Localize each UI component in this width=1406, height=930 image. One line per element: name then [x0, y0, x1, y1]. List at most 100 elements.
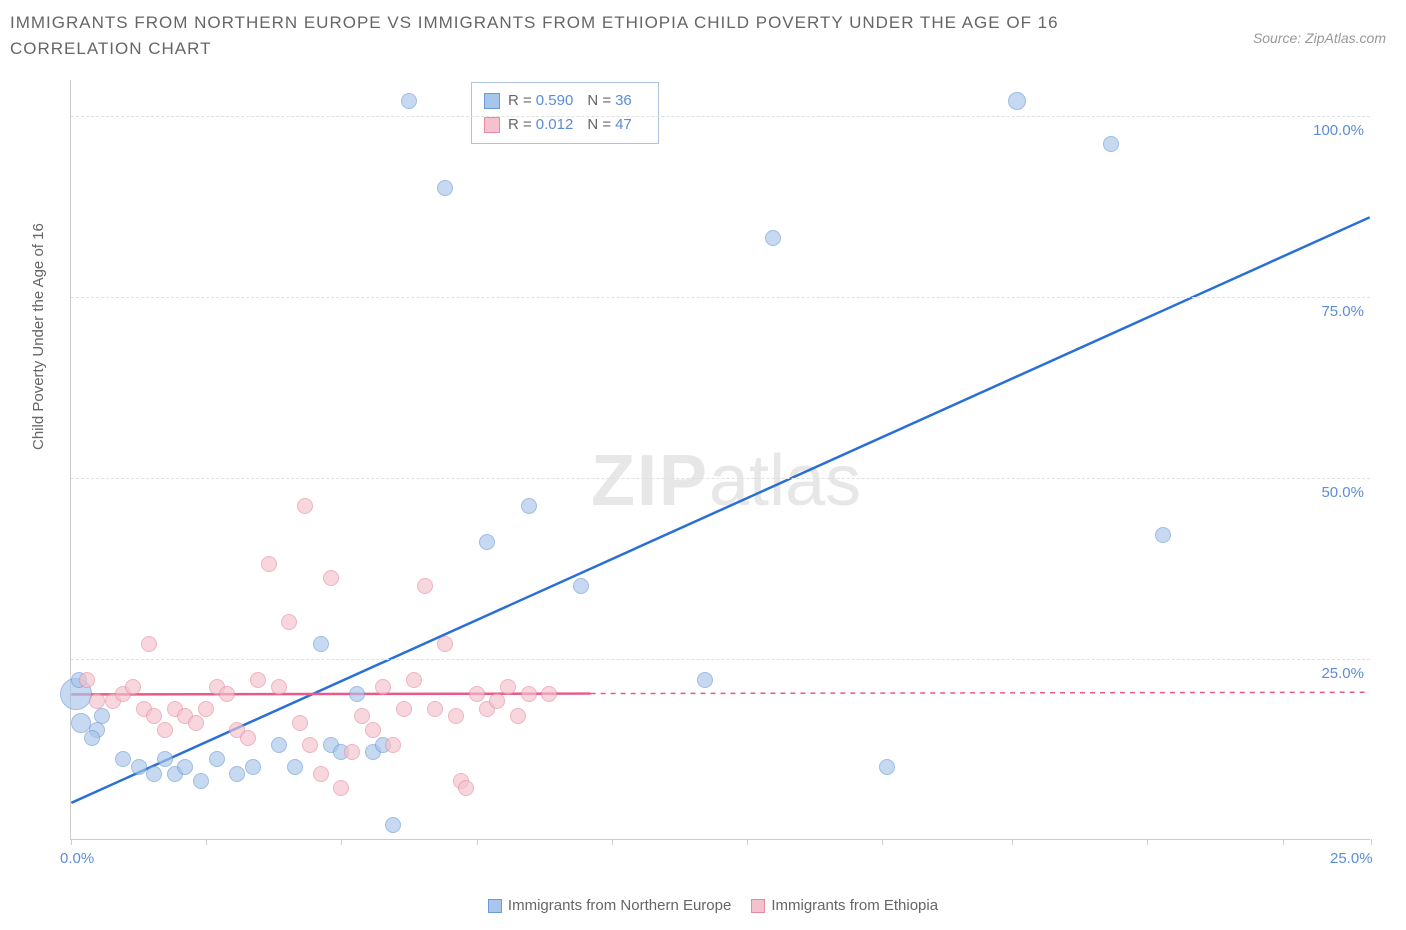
scatter-point-ethiopia[interactable] [541, 686, 557, 702]
stat-label-r: R = [508, 116, 532, 133]
x-tick-label-end: 25.0% [1330, 850, 1373, 867]
scatter-point-ethiopia[interactable] [396, 701, 412, 717]
scatter-point-ethiopia[interactable] [417, 578, 433, 594]
scatter-point-ethiopia[interactable] [146, 708, 162, 724]
legend-swatch-icon [488, 899, 502, 913]
scatter-point-northern-europe[interactable] [193, 773, 209, 789]
source-attribution: Source: ZipAtlas.com [1253, 30, 1386, 46]
scatter-point-northern-europe[interactable] [401, 93, 417, 109]
trend-lines-layer [71, 80, 1370, 839]
scatter-point-northern-europe[interactable] [271, 737, 287, 753]
x-tick [612, 839, 613, 845]
scatter-point-northern-europe[interactable] [146, 766, 162, 782]
x-tick [341, 839, 342, 845]
scatter-point-ethiopia[interactable] [489, 693, 505, 709]
scatter-point-northern-europe[interactable] [385, 817, 401, 833]
scatter-point-ethiopia[interactable] [406, 672, 422, 688]
scatter-point-ethiopia[interactable] [188, 715, 204, 731]
gridline [71, 116, 1370, 117]
trendline-northern-europe [71, 217, 1369, 803]
x-tick [477, 839, 478, 845]
scatter-point-ethiopia[interactable] [79, 672, 95, 688]
scatter-point-ethiopia[interactable] [89, 693, 105, 709]
scatter-point-ethiopia[interactable] [297, 498, 313, 514]
plot-area: ZIPatlas R =0.590N =36R =0.012N =47 25.0… [70, 80, 1370, 840]
scatter-point-northern-europe[interactable] [94, 708, 110, 724]
scatter-point-ethiopia[interactable] [219, 686, 235, 702]
scatter-point-ethiopia[interactable] [437, 636, 453, 652]
scatter-point-northern-europe[interactable] [1008, 92, 1026, 110]
legend-label-northern-europe: Immigrants from Northern Europe [508, 897, 731, 914]
y-tick-label: 25.0% [1321, 665, 1364, 682]
scatter-point-northern-europe[interactable] [84, 730, 100, 746]
trendline-ethiopia-dashed [591, 692, 1370, 693]
x-tick [1283, 839, 1284, 845]
scatter-point-ethiopia[interactable] [141, 636, 157, 652]
chart-container: IMMIGRANTS FROM NORTHERN EUROPE VS IMMIG… [10, 10, 1396, 920]
stats-row-northern-europe: R =0.590 N =36 [484, 89, 646, 113]
stat-label-n: N = [587, 92, 611, 109]
legend-label-ethiopia: Immigrants from Ethiopia [771, 897, 938, 914]
scatter-point-ethiopia[interactable] [198, 701, 214, 717]
gridline [71, 659, 1370, 660]
scatter-point-ethiopia[interactable] [448, 708, 464, 724]
scatter-point-ethiopia[interactable] [240, 730, 256, 746]
scatter-point-northern-europe[interactable] [349, 686, 365, 702]
x-tick [747, 839, 748, 845]
scatter-point-ethiopia[interactable] [261, 556, 277, 572]
scatter-point-northern-europe[interactable] [245, 759, 261, 775]
scatter-point-ethiopia[interactable] [333, 780, 349, 796]
scatter-point-northern-europe[interactable] [437, 180, 453, 196]
stat-label-r: R = [508, 92, 532, 109]
legend-swatch-icon [484, 117, 500, 133]
gridline [71, 478, 1370, 479]
scatter-point-northern-europe[interactable] [765, 230, 781, 246]
scatter-point-ethiopia[interactable] [250, 672, 266, 688]
legend-swatch-icon [484, 93, 500, 109]
scatter-point-northern-europe[interactable] [879, 759, 895, 775]
scatter-point-northern-europe[interactable] [157, 751, 173, 767]
scatter-point-northern-europe[interactable] [697, 672, 713, 688]
stat-value-r: 0.590 [536, 92, 574, 109]
scatter-point-ethiopia[interactable] [313, 766, 329, 782]
scatter-point-northern-europe[interactable] [573, 578, 589, 594]
scatter-point-ethiopia[interactable] [354, 708, 370, 724]
scatter-point-ethiopia[interactable] [427, 701, 443, 717]
scatter-point-ethiopia[interactable] [458, 780, 474, 796]
scatter-point-ethiopia[interactable] [271, 679, 287, 695]
watermark: ZIPatlas [591, 440, 861, 522]
gridline [71, 297, 1370, 298]
scatter-point-northern-europe[interactable] [479, 534, 495, 550]
scatter-point-northern-europe[interactable] [177, 759, 193, 775]
watermark-bold: ZIP [591, 441, 709, 521]
scatter-point-ethiopia[interactable] [344, 744, 360, 760]
x-tick-label-start: 0.0% [60, 850, 94, 867]
scatter-point-ethiopia[interactable] [385, 737, 401, 753]
scatter-point-ethiopia[interactable] [157, 722, 173, 738]
scatter-point-ethiopia[interactable] [292, 715, 308, 731]
scatter-point-ethiopia[interactable] [500, 679, 516, 695]
x-tick [882, 839, 883, 845]
y-axis-label: Child Poverty Under the Age of 16 [30, 223, 47, 450]
scatter-point-ethiopia[interactable] [281, 614, 297, 630]
scatter-point-northern-europe[interactable] [1103, 136, 1119, 152]
scatter-point-ethiopia[interactable] [521, 686, 537, 702]
scatter-point-northern-europe[interactable] [209, 751, 225, 767]
scatter-point-northern-europe[interactable] [115, 751, 131, 767]
x-tick [1012, 839, 1013, 845]
scatter-point-ethiopia[interactable] [469, 686, 485, 702]
scatter-point-ethiopia[interactable] [365, 722, 381, 738]
stat-value-n: 36 [615, 92, 632, 109]
scatter-point-northern-europe[interactable] [131, 759, 147, 775]
scatter-point-ethiopia[interactable] [375, 679, 391, 695]
scatter-point-ethiopia[interactable] [302, 737, 318, 753]
scatter-point-northern-europe[interactable] [1155, 527, 1171, 543]
stat-value-n: 47 [615, 116, 632, 133]
scatter-point-northern-europe[interactable] [229, 766, 245, 782]
scatter-point-ethiopia[interactable] [125, 679, 141, 695]
scatter-point-ethiopia[interactable] [510, 708, 526, 724]
scatter-point-northern-europe[interactable] [313, 636, 329, 652]
scatter-point-northern-europe[interactable] [287, 759, 303, 775]
scatter-point-ethiopia[interactable] [323, 570, 339, 586]
scatter-point-northern-europe[interactable] [521, 498, 537, 514]
